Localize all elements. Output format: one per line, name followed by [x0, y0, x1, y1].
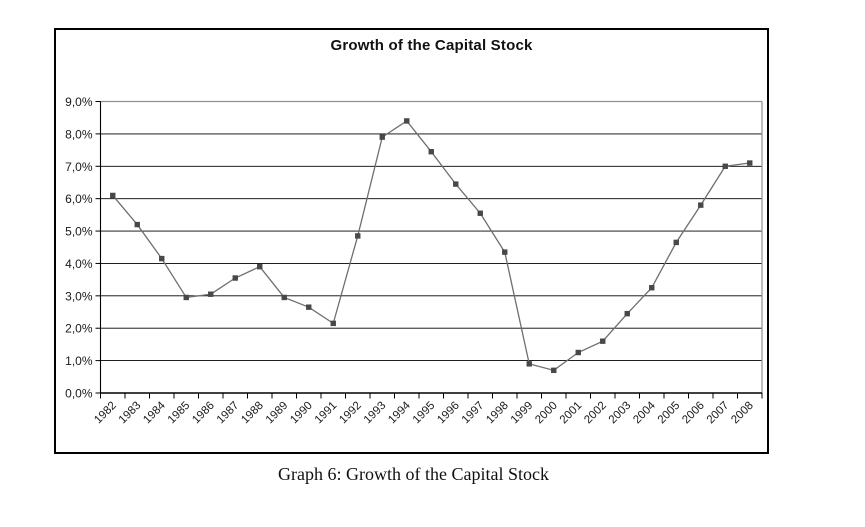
data-point	[624, 310, 630, 317]
x-tick-label: 1995	[411, 400, 438, 427]
x-tick-label: 1993	[362, 400, 389, 427]
x-tick-label: 1996	[435, 400, 462, 427]
x-tick-label: 1998	[484, 400, 511, 427]
data-point	[477, 210, 483, 216]
chart-frame	[54, 28, 769, 454]
data-point	[110, 192, 116, 199]
x-tick-label: 2005	[656, 400, 683, 427]
x-tick-label: 2008	[729, 400, 756, 427]
y-tick-label: 7,0%	[65, 160, 93, 174]
data-point	[453, 181, 459, 187]
y-tick-label: 8,0%	[65, 127, 93, 141]
data-point	[747, 160, 753, 166]
x-tick-label: 1982	[92, 400, 119, 427]
x-tick-label: 2003	[607, 400, 634, 427]
data-point	[722, 163, 728, 169]
x-tick-label: 1986	[190, 400, 217, 427]
data-point	[355, 233, 361, 239]
data-point	[134, 221, 140, 228]
chart-title: Growth of the Capital Stock	[330, 37, 533, 54]
data-point	[502, 249, 508, 255]
data-line	[112, 120, 750, 372]
y-tick-label: 2,0%	[65, 322, 93, 336]
data-point	[281, 294, 287, 301]
data-point	[232, 275, 238, 281]
y-tick-label: 3,0%	[65, 289, 93, 303]
y-tick-label: 6,0%	[65, 192, 93, 206]
data-point	[330, 320, 336, 327]
y-tick-label: 4,0%	[65, 257, 93, 271]
x-tick-label: 2004	[631, 399, 658, 426]
x-tick-label: 2002	[582, 400, 609, 427]
data-point	[673, 239, 679, 246]
x-tick-label: 1985	[166, 400, 193, 427]
data-point	[404, 118, 410, 124]
x-tick-label: 2000	[533, 400, 560, 427]
data-point	[379, 134, 385, 140]
y-tick-label: 1,0%	[65, 354, 93, 368]
data-point	[600, 338, 606, 344]
x-tick-label: 1997	[460, 400, 487, 427]
y-tick-label: 9,0%	[65, 95, 93, 109]
x-tick-label: 1994	[386, 399, 413, 426]
x-tick-label: 1987	[215, 400, 242, 427]
x-tick-label: 1983	[117, 400, 144, 427]
data-point	[551, 367, 557, 374]
y-tick-label: 0,0%	[65, 387, 93, 401]
x-tick-label: 1991	[313, 400, 340, 427]
x-tick-label: 2001	[558, 400, 585, 427]
data-point	[428, 149, 434, 155]
x-tick-label: 1989	[264, 400, 291, 427]
x-tick-label: 2007	[705, 400, 732, 427]
x-tick-label: 1999	[509, 400, 536, 427]
data-point	[257, 263, 263, 270]
x-tick-label: 2006	[680, 400, 707, 427]
data-point	[698, 202, 704, 208]
x-tick-label: 1984	[141, 399, 168, 426]
data-point	[208, 291, 214, 297]
x-tick-label: 1992	[337, 400, 364, 427]
data-point	[575, 349, 581, 356]
data-point	[306, 304, 312, 310]
figure-caption: Graph 6: Growth of the Capital Stock	[278, 464, 549, 484]
x-tick-label: 1988	[239, 400, 266, 427]
data-point	[183, 294, 189, 301]
data-point	[649, 285, 655, 291]
data-point	[526, 361, 532, 367]
x-tick-label: 1990	[288, 400, 315, 427]
data-point	[159, 255, 165, 262]
y-tick-label: 5,0%	[65, 225, 93, 239]
